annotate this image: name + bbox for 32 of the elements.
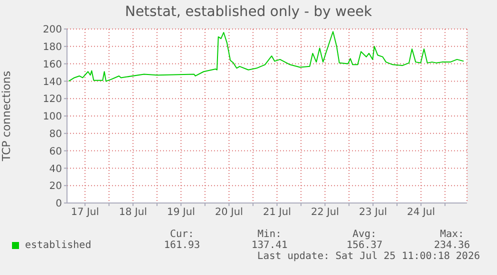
x-tick-label: 18 Jul	[119, 207, 147, 218]
legend-label: established	[25, 240, 92, 251]
y-tick-label: 60	[49, 146, 62, 158]
x-tick-label: 23 Jul	[359, 207, 387, 218]
x-tick-label: 22 Jul	[311, 207, 339, 218]
y-tick-label: 160	[42, 59, 62, 70]
y-tick-label: 120	[42, 94, 62, 106]
text: 137.41	[250, 240, 288, 251]
chart-title: Netstat, established only - by week	[124, 4, 374, 20]
y-tick-label: 100	[42, 112, 62, 123]
y-tick-label: 0	[56, 198, 62, 210]
x-tick-label: 17 Jul	[71, 207, 99, 218]
text: Avg:	[351, 229, 378, 240]
x-tick-label: 24 Jul	[407, 207, 435, 218]
y-axis-title: TCP connections	[0, 70, 13, 162]
text: Min:	[256, 229, 283, 240]
text: 156.37	[345, 240, 384, 251]
x-tick-label: 20 Jul	[215, 207, 243, 218]
x-tick-label: 21 Jul	[263, 207, 291, 218]
y-tick-label: 80	[49, 128, 62, 140]
text: 161.93	[162, 240, 202, 251]
text: Last update: Sat Jul 25 11:00:18 2026	[256, 251, 481, 262]
y-tick-label: 180	[42, 42, 62, 53]
y-tick-label: 140	[42, 76, 62, 88]
y-tick-label: 40	[49, 164, 62, 175]
y-tick-label: 200	[42, 24, 62, 36]
text: Cur:	[168, 229, 196, 240]
x-tick-label: 19 Jul	[167, 207, 195, 218]
y-tick-label: 20	[49, 181, 62, 192]
text: 234.36	[432, 240, 472, 251]
text: Max:	[438, 229, 466, 240]
line-series	[68, 31, 464, 82]
